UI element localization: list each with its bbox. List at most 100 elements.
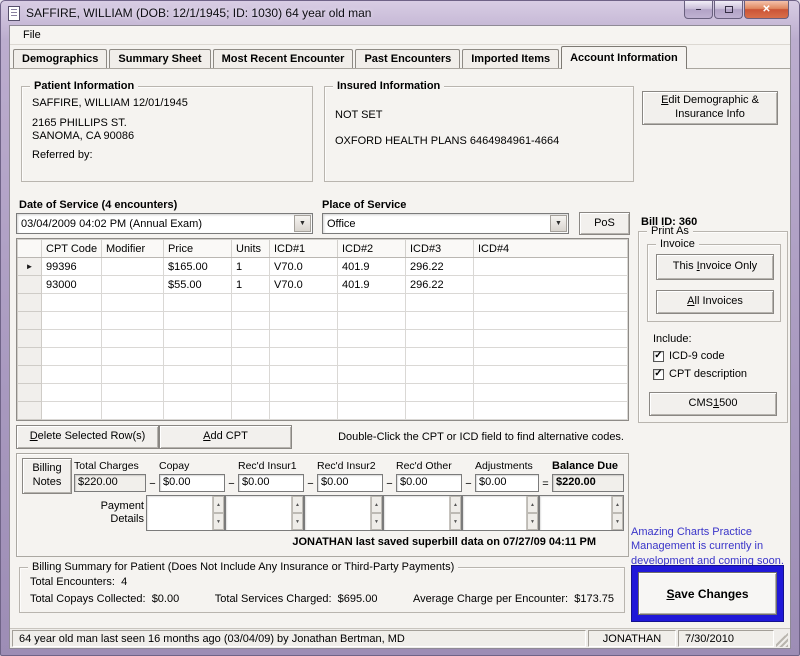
scrollbar[interactable]: ▲▼ xyxy=(526,496,538,530)
row-selector-cell[interactable] xyxy=(18,402,42,420)
chevron-down-icon[interactable]: ▼ xyxy=(294,215,311,232)
icd-4-cell[interactable] xyxy=(474,330,628,348)
rec-d-insur2-input[interactable]: $0.00 xyxy=(317,474,383,492)
resize-grip[interactable] xyxy=(776,630,788,647)
price-cell[interactable] xyxy=(164,366,232,384)
payment-details-box[interactable]: ▲▼ xyxy=(462,495,539,531)
payment-details-box[interactable]: ▲▼ xyxy=(225,495,304,531)
row-selector-cell[interactable] xyxy=(18,294,42,312)
row-selector-cell[interactable] xyxy=(18,330,42,348)
units-cell[interactable] xyxy=(232,348,270,366)
spinner-down-icon[interactable]: ▼ xyxy=(450,513,461,530)
modifier-cell[interactable] xyxy=(102,384,164,402)
icd-2-cell[interactable]: 401.9 xyxy=(338,258,406,276)
units-cell[interactable] xyxy=(232,402,270,420)
copay-input[interactable]: $0.00 xyxy=(159,474,225,492)
price-cell[interactable] xyxy=(164,294,232,312)
pos-button[interactable]: PoS xyxy=(579,212,630,235)
cpt-description-checkbox[interactable]: ✓ xyxy=(653,369,664,380)
spinner-down-icon[interactable]: ▼ xyxy=(527,513,538,530)
scrollbar[interactable]: ▲▼ xyxy=(212,496,224,530)
icd-2-cell[interactable] xyxy=(338,348,406,366)
payment-details-textarea[interactable] xyxy=(226,496,291,530)
icd-4-cell[interactable] xyxy=(474,366,628,384)
modifier-cell[interactable] xyxy=(102,294,164,312)
units-cell[interactable] xyxy=(232,312,270,330)
payment-details-textarea[interactable] xyxy=(463,496,526,530)
maximize-button[interactable] xyxy=(714,1,743,19)
icd-3-cell[interactable]: 296.22 xyxy=(406,258,474,276)
modifier-cell[interactable] xyxy=(102,258,164,276)
row-selector-cell[interactable] xyxy=(18,276,42,294)
tab-past-encounters[interactable]: Past Encounters xyxy=(355,49,460,68)
minimize-button[interactable]: – xyxy=(684,1,713,19)
price-cell[interactable] xyxy=(164,402,232,420)
delete-selected-rows-button[interactable]: Delete Selected Row(s) xyxy=(16,425,159,449)
scrollbar[interactable]: ▲▼ xyxy=(449,496,461,530)
spinner-up-icon[interactable]: ▲ xyxy=(292,496,303,513)
date-of-service-select[interactable]: 03/04/2009 04:02 PM (Annual Exam) ▼ xyxy=(16,213,313,234)
icd-3-cell[interactable] xyxy=(406,366,474,384)
cms1500-button[interactable]: CMS1500 xyxy=(649,392,777,416)
spinner-up-icon[interactable]: ▲ xyxy=(371,496,382,513)
cpt-code-cell[interactable] xyxy=(42,294,102,312)
icd-3-cell[interactable] xyxy=(406,402,474,420)
cpt-code-cell[interactable] xyxy=(42,330,102,348)
icd-1-cell[interactable] xyxy=(270,312,338,330)
row-selector-cell[interactable] xyxy=(18,384,42,402)
modifier-cell[interactable] xyxy=(102,312,164,330)
icd-3-cell[interactable] xyxy=(406,348,474,366)
modifier-cell[interactable] xyxy=(102,330,164,348)
menu-item-file[interactable]: File xyxy=(17,28,47,42)
cpt-code-cell[interactable] xyxy=(42,402,102,420)
all-invoices-button[interactable]: All Invoices xyxy=(656,290,774,314)
icd-2-cell[interactable] xyxy=(338,312,406,330)
modifier-cell[interactable] xyxy=(102,366,164,384)
spinner-up-icon[interactable]: ▲ xyxy=(450,496,461,513)
row-selector-cell[interactable] xyxy=(18,312,42,330)
icd-1-cell[interactable]: V70.0 xyxy=(270,258,338,276)
icd-9-code-checkbox[interactable]: ✓ xyxy=(653,351,664,362)
icd-2-cell[interactable] xyxy=(338,294,406,312)
rec-d-other-input[interactable]: $0.00 xyxy=(396,474,462,492)
units-cell[interactable]: 1 xyxy=(232,258,270,276)
modifier-cell[interactable] xyxy=(102,402,164,420)
icd-1-cell[interactable]: V70.0 xyxy=(270,276,338,294)
tab-summary-sheet[interactable]: Summary Sheet xyxy=(109,49,210,68)
price-cell[interactable]: $55.00 xyxy=(164,276,232,294)
icd-4-cell[interactable] xyxy=(474,348,628,366)
icd-2-cell[interactable]: 401.9 xyxy=(338,276,406,294)
icd-2-cell[interactable] xyxy=(338,330,406,348)
units-cell[interactable] xyxy=(232,366,270,384)
row-selector-cell[interactable] xyxy=(18,348,42,366)
price-cell[interactable] xyxy=(164,312,232,330)
payment-details-textarea[interactable] xyxy=(305,496,370,530)
icd-1-cell[interactable] xyxy=(270,294,338,312)
icd-3-cell[interactable] xyxy=(406,330,474,348)
icd-4-cell[interactable] xyxy=(474,312,628,330)
icd-4-cell[interactable] xyxy=(474,258,628,276)
price-cell[interactable] xyxy=(164,348,232,366)
units-cell[interactable]: 1 xyxy=(232,276,270,294)
icd-3-cell[interactable] xyxy=(406,312,474,330)
spinner-down-icon[interactable]: ▼ xyxy=(292,513,303,530)
chevron-down-icon[interactable]: ▼ xyxy=(550,215,567,232)
row-selector-cell[interactable]: ► xyxy=(18,258,42,276)
icd-4-cell[interactable] xyxy=(474,276,628,294)
payment-details-textarea[interactable] xyxy=(384,496,449,530)
rec-d-insur1-input[interactable]: $0.00 xyxy=(238,474,304,492)
cpt-code-cell[interactable] xyxy=(42,312,102,330)
icd-1-cell[interactable] xyxy=(270,366,338,384)
cpt-code-cell[interactable] xyxy=(42,366,102,384)
icd-1-cell[interactable] xyxy=(270,402,338,420)
spinner-up-icon[interactable]: ▲ xyxy=(612,496,623,513)
place-of-service-select[interactable]: Office ▼ xyxy=(322,213,569,234)
cpt-code-cell[interactable]: 93000 xyxy=(42,276,102,294)
adjustments-input[interactable]: $0.00 xyxy=(475,474,539,492)
tab-account-information[interactable]: Account Information xyxy=(561,46,687,69)
payment-details-textarea[interactable] xyxy=(147,496,212,530)
icd-2-cell[interactable] xyxy=(338,366,406,384)
units-cell[interactable] xyxy=(232,384,270,402)
icd-2-cell[interactable] xyxy=(338,402,406,420)
icd-1-cell[interactable] xyxy=(270,384,338,402)
